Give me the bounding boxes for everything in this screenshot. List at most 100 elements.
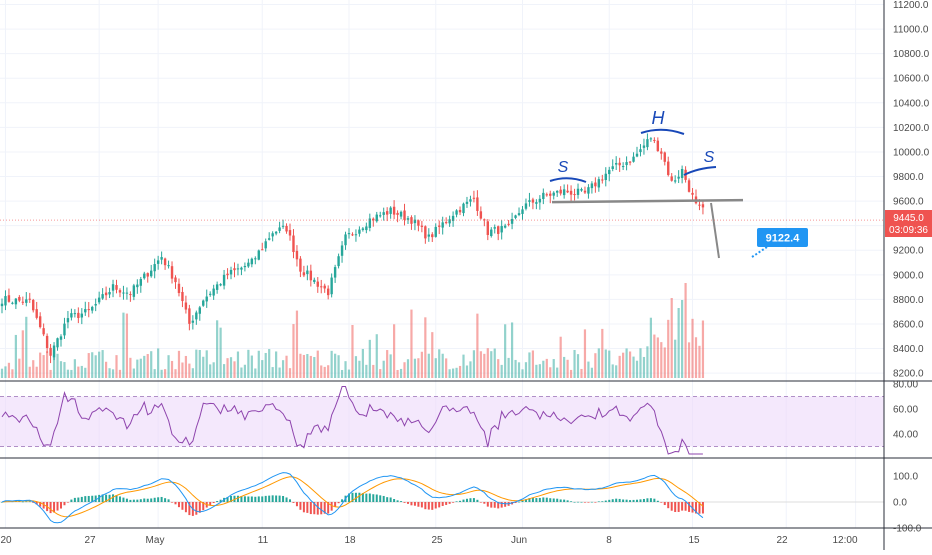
volume-bar xyxy=(295,310,299,378)
macd-histogram-bar xyxy=(649,498,652,502)
candle-body xyxy=(21,301,25,303)
macd-histogram-bar xyxy=(597,501,600,503)
volume-bar xyxy=(691,318,694,378)
volume-bar xyxy=(701,320,705,378)
volume-bar xyxy=(98,351,101,378)
macd-histogram-bar xyxy=(518,501,521,503)
rsi-tick-label: 80.00 xyxy=(893,380,918,391)
candle-body xyxy=(104,292,108,296)
volume-bar xyxy=(129,357,132,378)
volume-bar xyxy=(625,348,628,378)
volume-bar xyxy=(163,369,167,378)
volume-bar xyxy=(111,369,115,378)
candle-body xyxy=(597,179,601,188)
volume-bar xyxy=(77,366,80,378)
macd-histogram-bar xyxy=(389,497,392,502)
candle-body xyxy=(687,180,691,192)
time-axis[interactable]: 20 27 May 11 18 25 Jun 8 15 22 12:00 xyxy=(0,535,858,546)
volume-bar xyxy=(660,342,663,378)
volume-bar xyxy=(14,334,17,378)
rsi-band xyxy=(0,396,884,447)
macd-histogram-bar xyxy=(320,502,323,515)
candle-body xyxy=(177,283,181,294)
macd-histogram-bar xyxy=(53,502,56,513)
right-shoulder-arc xyxy=(683,166,717,176)
macd-histogram-bar xyxy=(80,496,83,502)
macd-histogram-bar xyxy=(406,502,409,504)
rsi-tick-label: 60.00 xyxy=(893,405,918,416)
macd-histogram-bar xyxy=(230,496,233,502)
macd-histogram-bar xyxy=(226,496,229,502)
candle-body xyxy=(14,298,18,305)
price-tick-label: 9600.0 xyxy=(893,197,924,208)
macd-histogram-bar xyxy=(695,502,697,514)
volume-bar xyxy=(483,353,486,378)
macd-histogram-bar xyxy=(524,499,527,502)
macd-histogram-bar xyxy=(677,502,680,512)
candle-body xyxy=(451,215,455,221)
candle-body xyxy=(309,270,313,281)
candle-body xyxy=(129,294,132,296)
candle-body xyxy=(247,262,250,267)
volume-bar xyxy=(361,348,364,378)
candle-body xyxy=(84,309,87,313)
price-tick-label: 11200.0 xyxy=(893,0,929,11)
volume-bar xyxy=(351,324,354,378)
candle-body xyxy=(510,218,514,224)
volume-bar xyxy=(486,348,489,378)
volume-bar xyxy=(195,349,198,378)
volume-bar xyxy=(667,319,670,378)
macd-histogram-bar xyxy=(382,495,385,502)
macd-histogram-bar xyxy=(566,500,569,502)
macd-histogram-bar xyxy=(77,497,80,502)
macd-histogram-bar xyxy=(594,502,597,503)
volume-bar xyxy=(4,366,7,378)
macd-histogram-bar xyxy=(59,502,62,509)
volume-bar xyxy=(632,356,635,378)
candle-body xyxy=(566,190,569,193)
macd-histogram-bar xyxy=(188,502,191,516)
macd-histogram-bar xyxy=(431,502,434,510)
volume-bar xyxy=(438,349,441,378)
volume-bar xyxy=(420,351,423,378)
candle-body xyxy=(278,227,281,231)
candle-body xyxy=(274,231,278,234)
candle-body xyxy=(306,270,309,275)
macd-histogram-bar xyxy=(590,501,593,503)
volume-bar xyxy=(288,368,292,378)
volume-bar xyxy=(118,369,122,378)
candle-body xyxy=(524,203,528,209)
macd-histogram-bar xyxy=(691,502,694,513)
macd-histogram-bar xyxy=(73,497,76,502)
macd-histogram-bar xyxy=(622,499,625,502)
pattern-label: S xyxy=(558,159,569,176)
time-tick-label: 25 xyxy=(431,535,443,546)
volume-bar xyxy=(528,352,531,378)
macd-histogram-bar xyxy=(39,502,42,507)
macd-histogram-bar xyxy=(653,498,656,502)
volume-bar xyxy=(386,350,389,378)
volume-bar xyxy=(566,359,569,378)
candle-body xyxy=(535,202,538,204)
volume-bar xyxy=(497,359,500,378)
macd-histogram-bar xyxy=(552,498,555,502)
macd-histogram-bar xyxy=(66,502,69,503)
candle-body xyxy=(379,215,382,217)
macd-histogram-bar xyxy=(150,498,153,502)
volume-bar xyxy=(170,360,174,378)
volume-bar xyxy=(524,362,528,378)
candle-body xyxy=(45,335,49,349)
macd-histogram-bar xyxy=(302,502,305,513)
candle-body xyxy=(392,206,396,215)
macd-histogram-bar xyxy=(684,502,687,511)
macd-histogram-bar xyxy=(462,499,465,502)
candle-body xyxy=(573,194,576,196)
candle-body xyxy=(462,203,465,214)
volume-bar xyxy=(618,355,621,378)
candle-body xyxy=(444,222,448,224)
volume-bar xyxy=(330,350,333,378)
volume-bar xyxy=(226,358,229,378)
volume-bar xyxy=(611,364,614,378)
volume-bar xyxy=(198,350,201,378)
candle-body xyxy=(663,152,666,162)
